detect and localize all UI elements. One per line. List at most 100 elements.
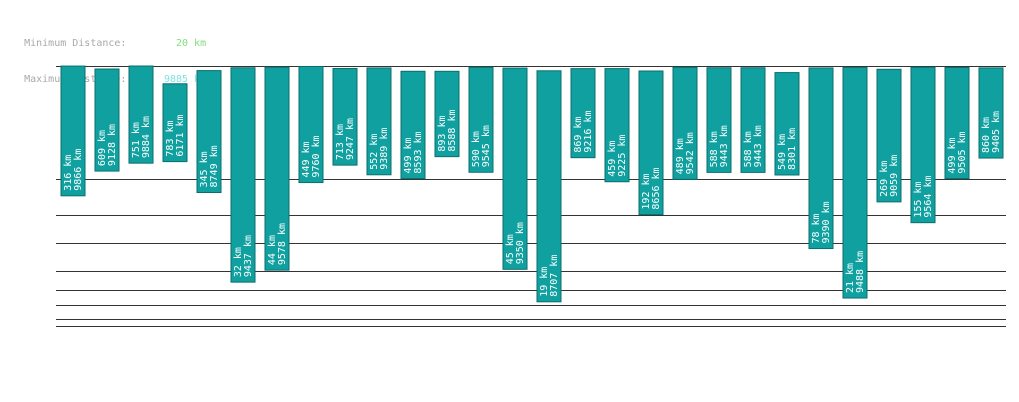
bar-max-label: 9578 km (277, 223, 288, 265)
bar-max-label: 8656 km (651, 167, 662, 209)
bar-min-label: 713 km (335, 124, 346, 160)
bar-min-label: 590 km (471, 131, 482, 167)
bar-max-label: 9405 km (991, 111, 1002, 153)
bar (468, 66, 494, 173)
bar-group: 713 km 9247 km (332, 68, 358, 166)
bar-group: 783 km 6171 km (162, 83, 188, 163)
bar-max-label: 9247 km (345, 118, 356, 160)
bar-min-label: 588 km (743, 131, 754, 167)
bar-min-label: 609 km (97, 130, 108, 166)
bar-group: 32 km 9437 km (230, 67, 256, 283)
bar (672, 66, 698, 180)
bar (638, 70, 664, 216)
bar-group: 345 km 8749 km (196, 70, 222, 193)
bar-max-label: 9542 km (685, 132, 696, 174)
bar (536, 70, 562, 303)
legend-row-min: Minimum Distance: 20 km (0, 26, 206, 62)
bar (434, 70, 460, 158)
bar-group: 155 km 9564 km (910, 66, 936, 224)
bar-max-label: 9128 km (107, 124, 118, 166)
bar-group: 609 km 9128 km (94, 68, 120, 172)
bar (264, 66, 290, 271)
bar-group: 869 km 9216 km (570, 68, 596, 159)
bar-max-label: 9760 km (311, 135, 322, 177)
bar-min-label: 588 km (709, 131, 720, 167)
bar-max-label: 8588 km (447, 109, 458, 151)
bar-min-label: 549 km (777, 134, 788, 170)
bar-max-label: 9488 km (855, 251, 866, 293)
bar-group: 549 km 8301 km (774, 72, 800, 176)
bar (332, 68, 358, 166)
bar (910, 66, 936, 224)
bar-min-label: 459 km (607, 141, 618, 177)
bar-group: 590 km 9545 km (468, 66, 494, 173)
bar-max-label: 9225 km (617, 135, 628, 177)
bar-max-label: 9443 km (753, 125, 764, 167)
bar-min-label: 44 km (267, 235, 278, 265)
bar-min-label: 269 km (879, 161, 890, 197)
bar-max-label: 9505 km (957, 131, 968, 173)
bar-min-label: 860 km (981, 117, 992, 153)
bar (60, 65, 86, 197)
bar-max-label: 9564 km (923, 176, 934, 218)
bar-group: 78 km 9390 km (808, 67, 834, 250)
bar-min-label: 449 km (301, 141, 312, 177)
bar-group: 489 km 9542 km (672, 66, 698, 180)
bar-group: 269 km 9059 km (876, 68, 902, 203)
bar-min-label: 489 km (675, 138, 686, 174)
bar (230, 67, 256, 283)
bar (842, 67, 868, 299)
bar-min-label: 32 km (233, 247, 244, 277)
bar (94, 68, 120, 172)
bar-max-label: 9216 km (583, 111, 594, 153)
bar-max-label: 9350 km (515, 222, 526, 264)
bar-max-label: 9389 km (379, 128, 390, 170)
bar-group: 588 km 9443 km (740, 67, 766, 173)
bar (162, 83, 188, 163)
bar (400, 70, 426, 180)
bar (774, 72, 800, 176)
bar-min-label: 499 km (403, 137, 414, 173)
bar-min-label: 869 km (573, 117, 584, 153)
bar-min-label: 552 km (369, 134, 380, 170)
bar (570, 68, 596, 159)
bar-group: 459 km 9225 km (604, 68, 630, 183)
bar-min-label: 499 km (947, 137, 958, 173)
bar-max-label: 9443 km (719, 125, 730, 167)
bar-max-label: 9437 km (243, 235, 254, 277)
bar-max-label: 8301 km (787, 128, 798, 170)
bar-max-label: 9390 km (821, 201, 832, 243)
legend-min-label: Minimum Distance: (24, 38, 127, 49)
bar (502, 67, 528, 270)
bar (876, 68, 902, 203)
bar-min-label: 19 km (539, 267, 550, 297)
bar (298, 65, 324, 184)
bar-group: 552 km 9389 km (366, 67, 392, 176)
bar-min-label: 345 km (199, 151, 210, 187)
bar (808, 67, 834, 250)
bar (196, 70, 222, 193)
bar-min-label: 893 km (437, 116, 448, 152)
bar-group: 44 km 9578 km (264, 66, 290, 271)
bar (978, 67, 1004, 159)
bar (128, 65, 154, 164)
bar-group: 192 km 8656 km (638, 70, 664, 216)
bar-max-label: 9059 km (889, 155, 900, 197)
bar-min-label: 45 km (505, 234, 516, 264)
bar-min-label: 155 km (913, 182, 924, 218)
bar-min-label: 751 km (131, 122, 142, 158)
bar-min-label: 21 km (845, 263, 856, 293)
bar-max-label: 8749 km (209, 145, 220, 187)
bar-max-label: 8707 km (549, 255, 560, 297)
bar-group: 21 km 9488 km (842, 67, 868, 299)
bar-group: 588 km 9443 km (706, 67, 732, 173)
bar-max-label: 8593 km (413, 131, 424, 173)
bar-group: 449 km 9760 km (298, 65, 324, 184)
bar-group: 499 km 9505 km (944, 66, 970, 180)
bar-group: 751 km 9884 km (128, 65, 154, 164)
bar-max-label: 9884 km (141, 116, 152, 158)
bar (740, 67, 766, 173)
bar-max-label: 9545 km (481, 125, 492, 167)
